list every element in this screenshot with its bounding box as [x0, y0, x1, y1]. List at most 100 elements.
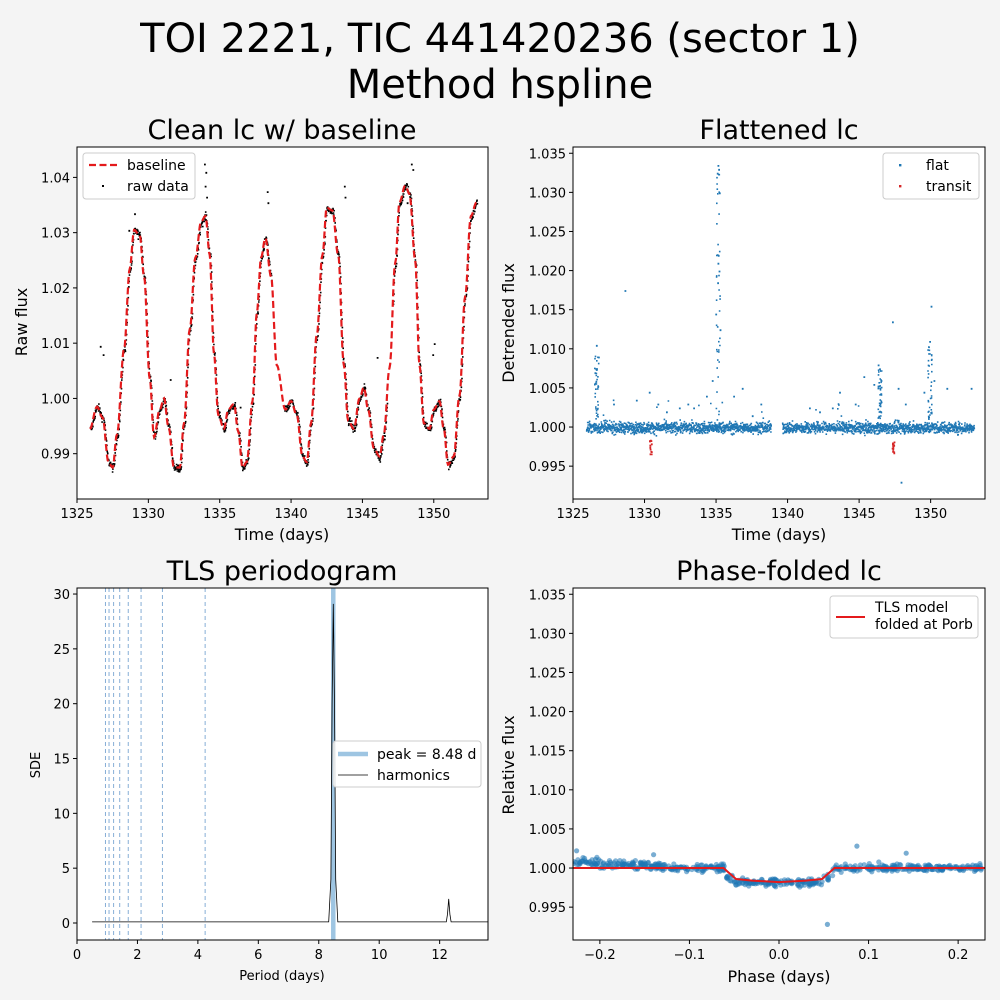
folded-point: [830, 873, 836, 879]
fold-axes-background: [573, 588, 985, 940]
flat-axes-ytick-label: 1.035: [529, 147, 566, 162]
clean-axes-xtick-label: 1345: [346, 507, 379, 522]
folded-point: [574, 848, 580, 854]
flat-axes-xtick-label: 1350: [914, 507, 947, 522]
clean-axes-plot-area: [89, 163, 479, 473]
legend-harmonics-label: harmonics: [377, 768, 450, 784]
folded-point: [798, 882, 805, 889]
legend-raw-label: raw data: [127, 179, 189, 195]
flat-axes-ytick-label: 0.995: [529, 460, 566, 475]
folded-point: [924, 868, 930, 874]
folded-point: [854, 868, 860, 874]
clean-axes-ytick-label: 1.00: [41, 392, 70, 407]
tls-axes-ytick-label: 10: [53, 807, 70, 822]
legend-baseline-label: baseline: [127, 158, 186, 174]
fold-axes-xtick-label: 0.1: [858, 948, 879, 963]
tls-axes-ytick-label: 25: [53, 643, 70, 658]
tls-axes-xtick-label: 0: [73, 948, 81, 963]
tls-axes-xtick-label: 10: [371, 948, 388, 963]
flat-axes-xtick-label: 1335: [700, 507, 733, 522]
tls-axes-frame: [76, 587, 489, 941]
clean-axes-xtick-label: 1330: [132, 507, 165, 522]
folded-point: [615, 860, 621, 866]
panel-clean-lc: Clean lc w/ baseline Time (days) Raw flu…: [12, 115, 417, 544]
clean-axes-xtick-label: 1325: [60, 507, 93, 522]
fold-title: Phase-folded lc: [676, 556, 882, 587]
fold-axes-ytick-label: 1.010: [529, 784, 566, 799]
clean-legend: baseline raw data: [82, 152, 196, 200]
legend-peak-label: peak = 8.48 d: [377, 747, 476, 763]
panel-flattened-lc: Flattened lc Time (days) Detrended flux: [499, 115, 859, 544]
folded-point: [825, 874, 831, 881]
tls-axes-ytick-label: 20: [53, 698, 70, 713]
fold-axes-xtick-label: −0.2: [584, 948, 616, 963]
folded-point: [588, 861, 594, 867]
tls-axes-xtick-label: 6: [254, 948, 262, 963]
folded-point: [661, 862, 667, 868]
flat-axes-xtick-label: 1340: [771, 507, 804, 522]
fold-axes-ytick-label: 1.030: [529, 627, 566, 642]
tls-title: TLS periodogram: [166, 556, 398, 587]
folded-point: [816, 881, 822, 887]
folded-point: [736, 879, 743, 885]
folded-point: [763, 881, 769, 887]
clean-axes-frame: [76, 146, 489, 500]
tls-axes-xtick-label: 8: [315, 948, 323, 963]
flat-axes-ytick-label: 1.025: [529, 225, 566, 240]
flat-axes-ytick-label: 1.005: [529, 382, 566, 397]
clean-axes-xtick-label: 1350: [417, 507, 450, 522]
clean-ylabel: Raw flux: [12, 288, 31, 356]
figure-title: TOI 2221, TIC 441420236 (sector 1): [139, 16, 860, 62]
folded-point: [724, 874, 730, 881]
tls-model-line: [573, 867, 985, 884]
folded-point: [833, 862, 839, 868]
flat-axes-xtick-label: 1345: [843, 507, 876, 522]
fold-axes-ytick-label: 1.000: [529, 862, 566, 877]
fold-axes-ytick-label: 1.025: [529, 666, 566, 681]
folded-point: [601, 860, 607, 866]
fold-xlabel: Phase (days): [727, 967, 830, 986]
clean-xlabel: Time (days): [234, 525, 330, 544]
folded-point: [578, 858, 584, 865]
flat-axes-xtick-label: 1330: [628, 507, 661, 522]
folded-point: [824, 921, 831, 928]
flat-axes-xtick-label: 1325: [556, 507, 589, 522]
folded-point: [889, 868, 895, 874]
clean-axes-xtick-label: 1335: [203, 507, 236, 522]
folded-point: [592, 861, 598, 867]
fold-axes: −0.2 −0.1 0.0 0.1 0.2 0.995 1.000 1.005 1.010 1.0…: [529, 587, 986, 963]
tls-axes: 0 2 4 6 8 10 12 0 5 10 15 20 25 30 peak = 8.48 d harmon…: [53, 587, 489, 963]
flat-axes-background: [573, 147, 985, 499]
fold-axes-plot-area: [573, 843, 985, 928]
legend-flat-swatch: [899, 164, 902, 167]
fold-axes-xtick-label: 0.2: [948, 948, 969, 963]
fold-axes-ytick-label: 1.015: [529, 745, 566, 760]
folded-point: [727, 878, 733, 884]
folded-point: [584, 859, 590, 865]
legend-frame: [332, 740, 482, 788]
folded-point: [651, 852, 657, 858]
folded-point: [794, 881, 800, 887]
tls-axes-ytick-label: 5: [62, 862, 70, 877]
fold-axes-xtick-label: −0.1: [674, 948, 706, 963]
legend-transit-swatch: [899, 185, 902, 188]
clean-axes-ytick-label: 1.03: [41, 227, 70, 242]
legend-frame: [829, 595, 979, 639]
panel-phase-folded-lc: Phase-folded lc Phase (days) Relative fl…: [499, 556, 882, 986]
baseline-line: [89, 184, 478, 470]
legend-model-label-1: TLS model: [874, 600, 948, 616]
legend-raw-swatch: [102, 185, 104, 187]
fold-ylabel: Relative flux: [499, 715, 518, 814]
clean-axes-ytick-label: 0.99: [41, 448, 70, 463]
clean-axes-ytick-label: 1.04: [41, 171, 70, 186]
flat-axes: 1325 1330 1335 1340 1345 1350 0.995 1.000 1.005 1…: [529, 146, 986, 522]
clean-axes-xtick-label: 1340: [275, 507, 308, 522]
tls-axes-xtick-label: 4: [194, 948, 202, 963]
tls-axes-ytick-label: 30: [53, 588, 70, 603]
clean-axes: 1325 1330 1335 1340 1345 1350 0.99 1.00 1.01 1.02…: [41, 146, 489, 522]
folded-point: [630, 860, 636, 866]
flat-axes-ytick-label: 1.015: [529, 304, 566, 319]
flat-axes-ytick-label: 1.020: [529, 265, 566, 280]
